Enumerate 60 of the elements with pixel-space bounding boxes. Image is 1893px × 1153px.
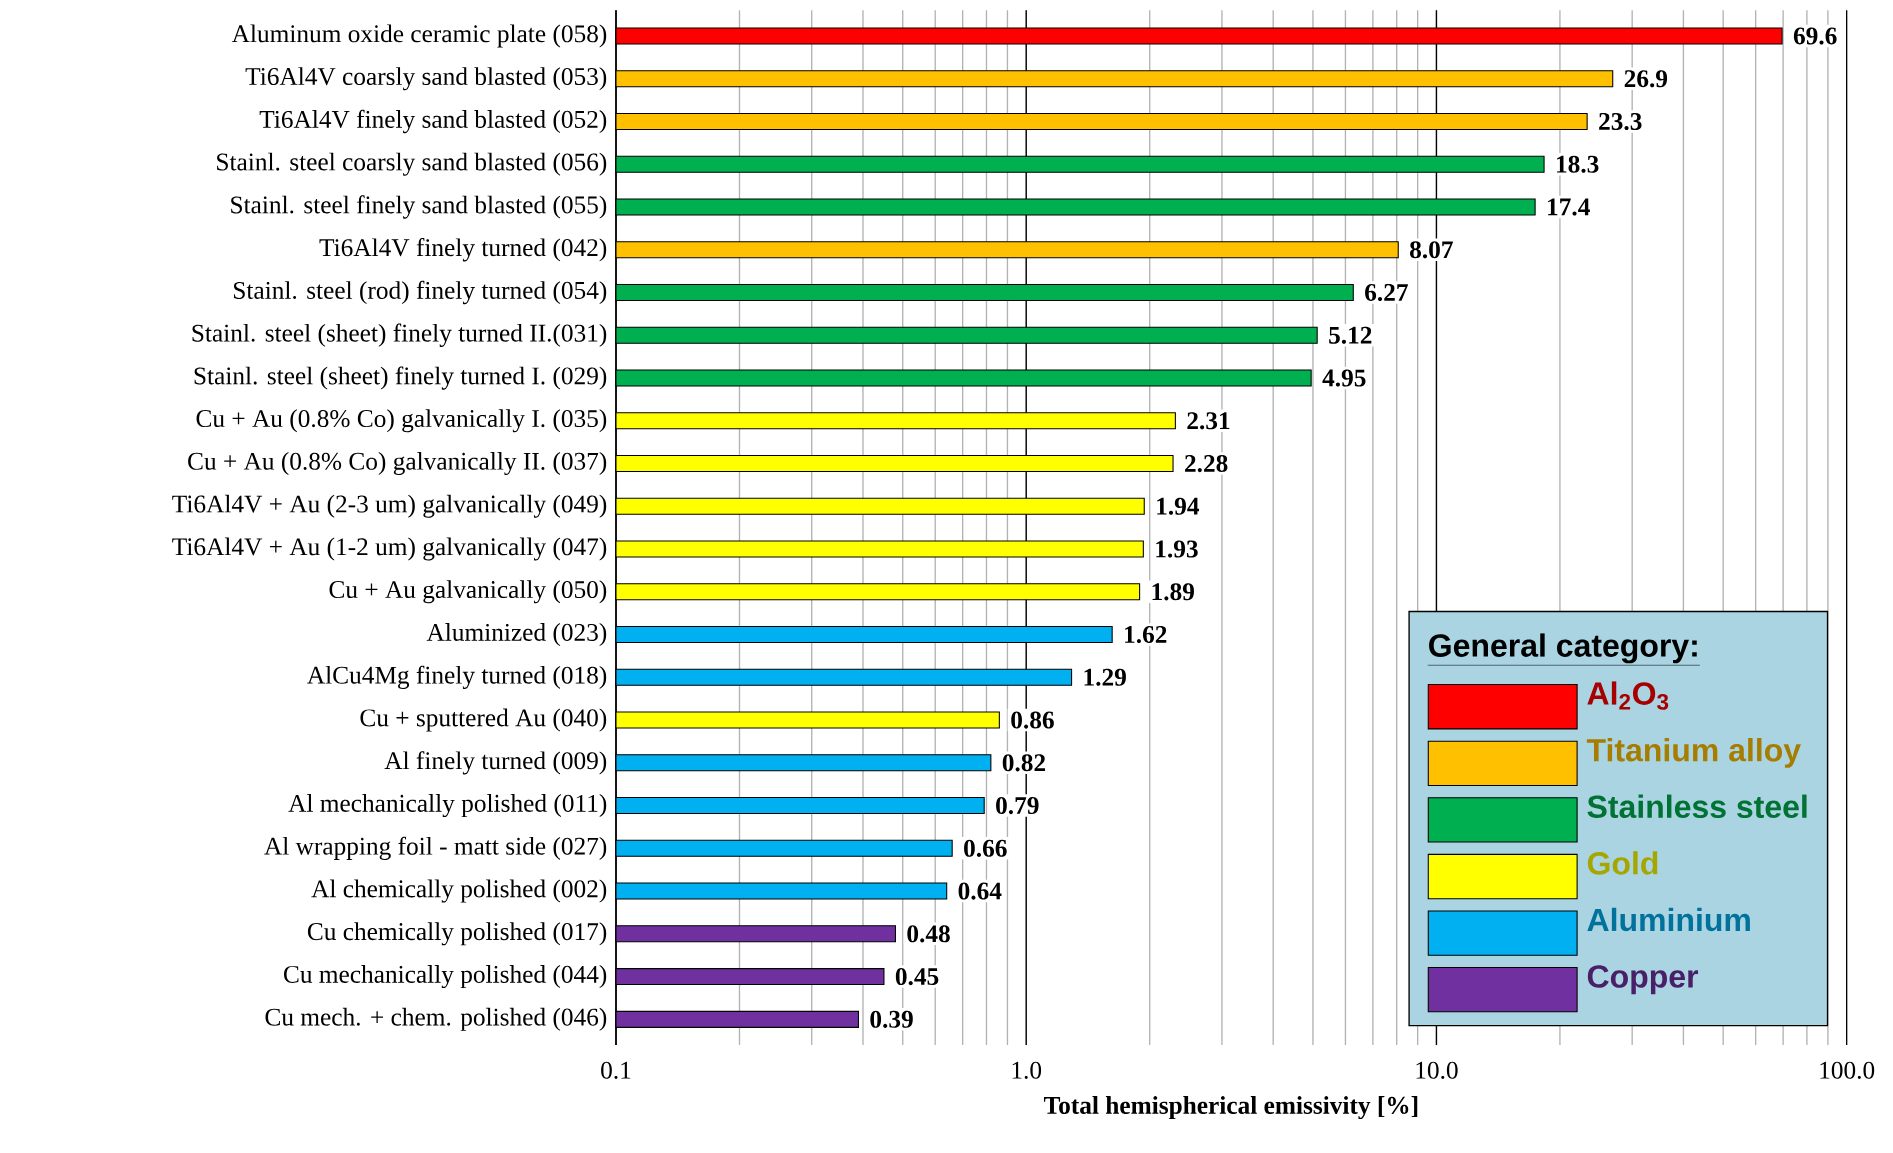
y-tick-label: Ti6Al4V coarsly sand blasted (053) [245,67,607,91]
legend-label: Copper [1587,965,1699,995]
data-label: 17.4 [1548,198,1590,216]
data-label: 0.45 [895,968,939,986]
y-tick-label: Cu + Au (0.8% Co) galvanically II. (037) [188,452,607,476]
data-label: 1.29 [1084,668,1126,686]
y-tick-label: Stainl. steel coarsly sand blasted (056) [217,152,607,176]
x-axis-title: Total hemispherical emissivity [%] [1043,1096,1418,1120]
legend-label: Stainless steel [1587,794,1807,819]
x-tick-label: 1.0 [1012,1061,1042,1079]
x-tick-label: 100.0 [1820,1061,1875,1079]
y-tick-label: AlCu4Mg finely turned (018) [307,665,607,689]
y-tick-label: Aluminized (023) [426,623,607,647]
data-label: 0.39 [870,1010,913,1028]
data-label: 0.64 [958,882,1002,900]
data-label: 0.48 [907,925,950,943]
data-label: 1.94 [1157,497,1200,515]
y-tick-label: Al wrapping foil - matt side (027) [264,836,607,860]
data-label: 69.6 [1793,27,1837,45]
legend-label: Titanium alloy [1586,737,1801,768]
legend-title: General category: [1429,633,1697,664]
y-tick-label: Cu + sputtered Au (040) [360,708,607,732]
y-tick-label: Cu mech. + chem. polished (046) [265,1007,607,1031]
data-label: 5.12 [1329,326,1372,344]
data-label: 23.3 [1599,112,1642,131]
y-tick-label: Cu chemically polished (017) [307,922,607,946]
y-tick-label: Stainl. steel (sheet) finely turned I. (029) [194,366,607,390]
y-tick-label: Ti6Al4V + Au (2-3 um) galvanically (049) [172,494,607,518]
data-label: 1.62 [1125,625,1167,644]
data-label: 1.89 [1152,583,1194,601]
x-tick-label: 0.1 [601,1061,631,1079]
data-label: 4.95 [1322,369,1366,387]
y-tick-label: Al chemically polished (002) [311,879,607,903]
data-label: 0.66 [964,839,1007,857]
data-label: 8.07 [1410,241,1453,259]
data-label: 2.31 [1187,412,1230,430]
y-tick-label: Cu + Au galvanically (050) [329,580,607,604]
legend-label: Aluminium [1587,907,1750,932]
data-label: 0.86 [1011,711,1054,729]
data-label: 0.79 [996,796,1039,815]
data-label: 18.3 [1557,155,1599,173]
y-tick-label: Aluminum oxide ceramic plate (058) [231,24,607,48]
data-label: 2.28 [1185,454,1228,473]
y-tick-label: Al finely turned (009) [384,751,607,775]
x-tick-label: 10.0 [1416,1061,1458,1079]
data-label: 6.27 [1365,283,1408,302]
y-tick-label: Ti6Al4V finely sand blasted (052) [259,109,607,134]
legend-label: Gold [1587,851,1658,875]
y-tick-label: Stainl. steel (sheet) finely turned II.(031) [192,323,607,347]
y-tick-label: Ti6Al4V finely turned (042) [319,238,607,262]
y-tick-label: Ti6Al4V + Au (1-2 um) galvanically (047) [172,537,607,561]
y-tick-label: Stainl. steel finely sand blasted (055) [231,195,607,219]
y-tick-label: Stainl. steel (rod) finely turned (054) [234,280,607,305]
legend-label: Al$_{2}$O$_{3}$ [1587,681,1669,710]
y-tick-label: Cu + Au (0.8% Co) galvanically I. (035) [196,409,607,433]
data-label: 1.93 [1156,540,1198,558]
data-label: 26.9 [1624,70,1668,88]
y-tick-label: Al mechanically polished (011) [288,794,607,818]
data-label: 0.82 [1002,754,1046,772]
y-tick-label: Cu mechanically polished (044) [284,965,607,989]
